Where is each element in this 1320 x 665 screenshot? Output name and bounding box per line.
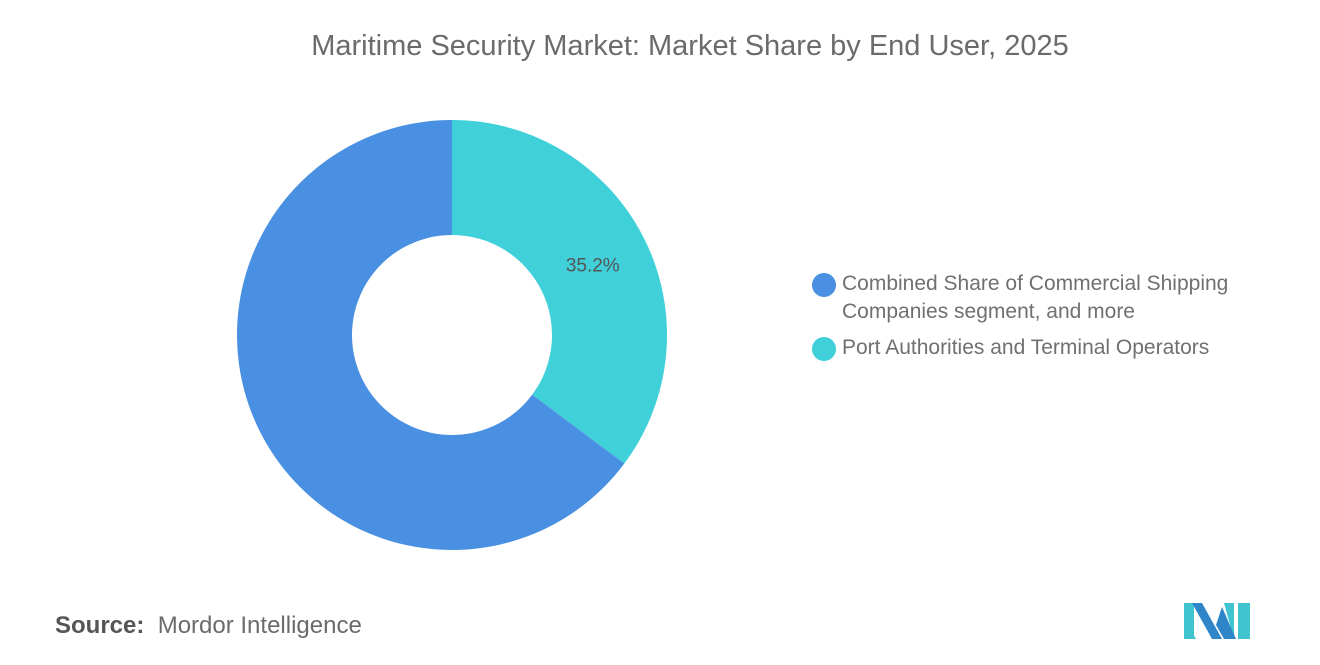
chart-title: Maritime Security Market: Market Share b… xyxy=(311,30,1069,62)
legend-label: Combined Share of Commercial Shipping Co… xyxy=(842,272,1229,323)
data-label: 35.2% xyxy=(566,255,620,276)
legend-swatch xyxy=(812,273,836,297)
legend-item-port-authorities: Port Authorities and Terminal Operators xyxy=(812,334,1282,362)
mordor-intelligence-logo xyxy=(1184,603,1250,639)
source-note: Source: Mordor Intelligence xyxy=(55,612,362,640)
source-value: Mordor Intelligence xyxy=(157,612,362,639)
legend: Combined Share of Commercial Shipping Co… xyxy=(812,270,1282,370)
donut-slice-0 xyxy=(452,120,667,464)
donut-slice-1 xyxy=(236,120,625,550)
legend-swatch xyxy=(812,337,836,361)
legend-label: Port Authorities and Terminal Operators xyxy=(842,336,1210,359)
source-label: Source: xyxy=(55,612,145,639)
legend-item-commercial-shipping: Combined Share of Commercial Shipping Co… xyxy=(812,270,1282,326)
